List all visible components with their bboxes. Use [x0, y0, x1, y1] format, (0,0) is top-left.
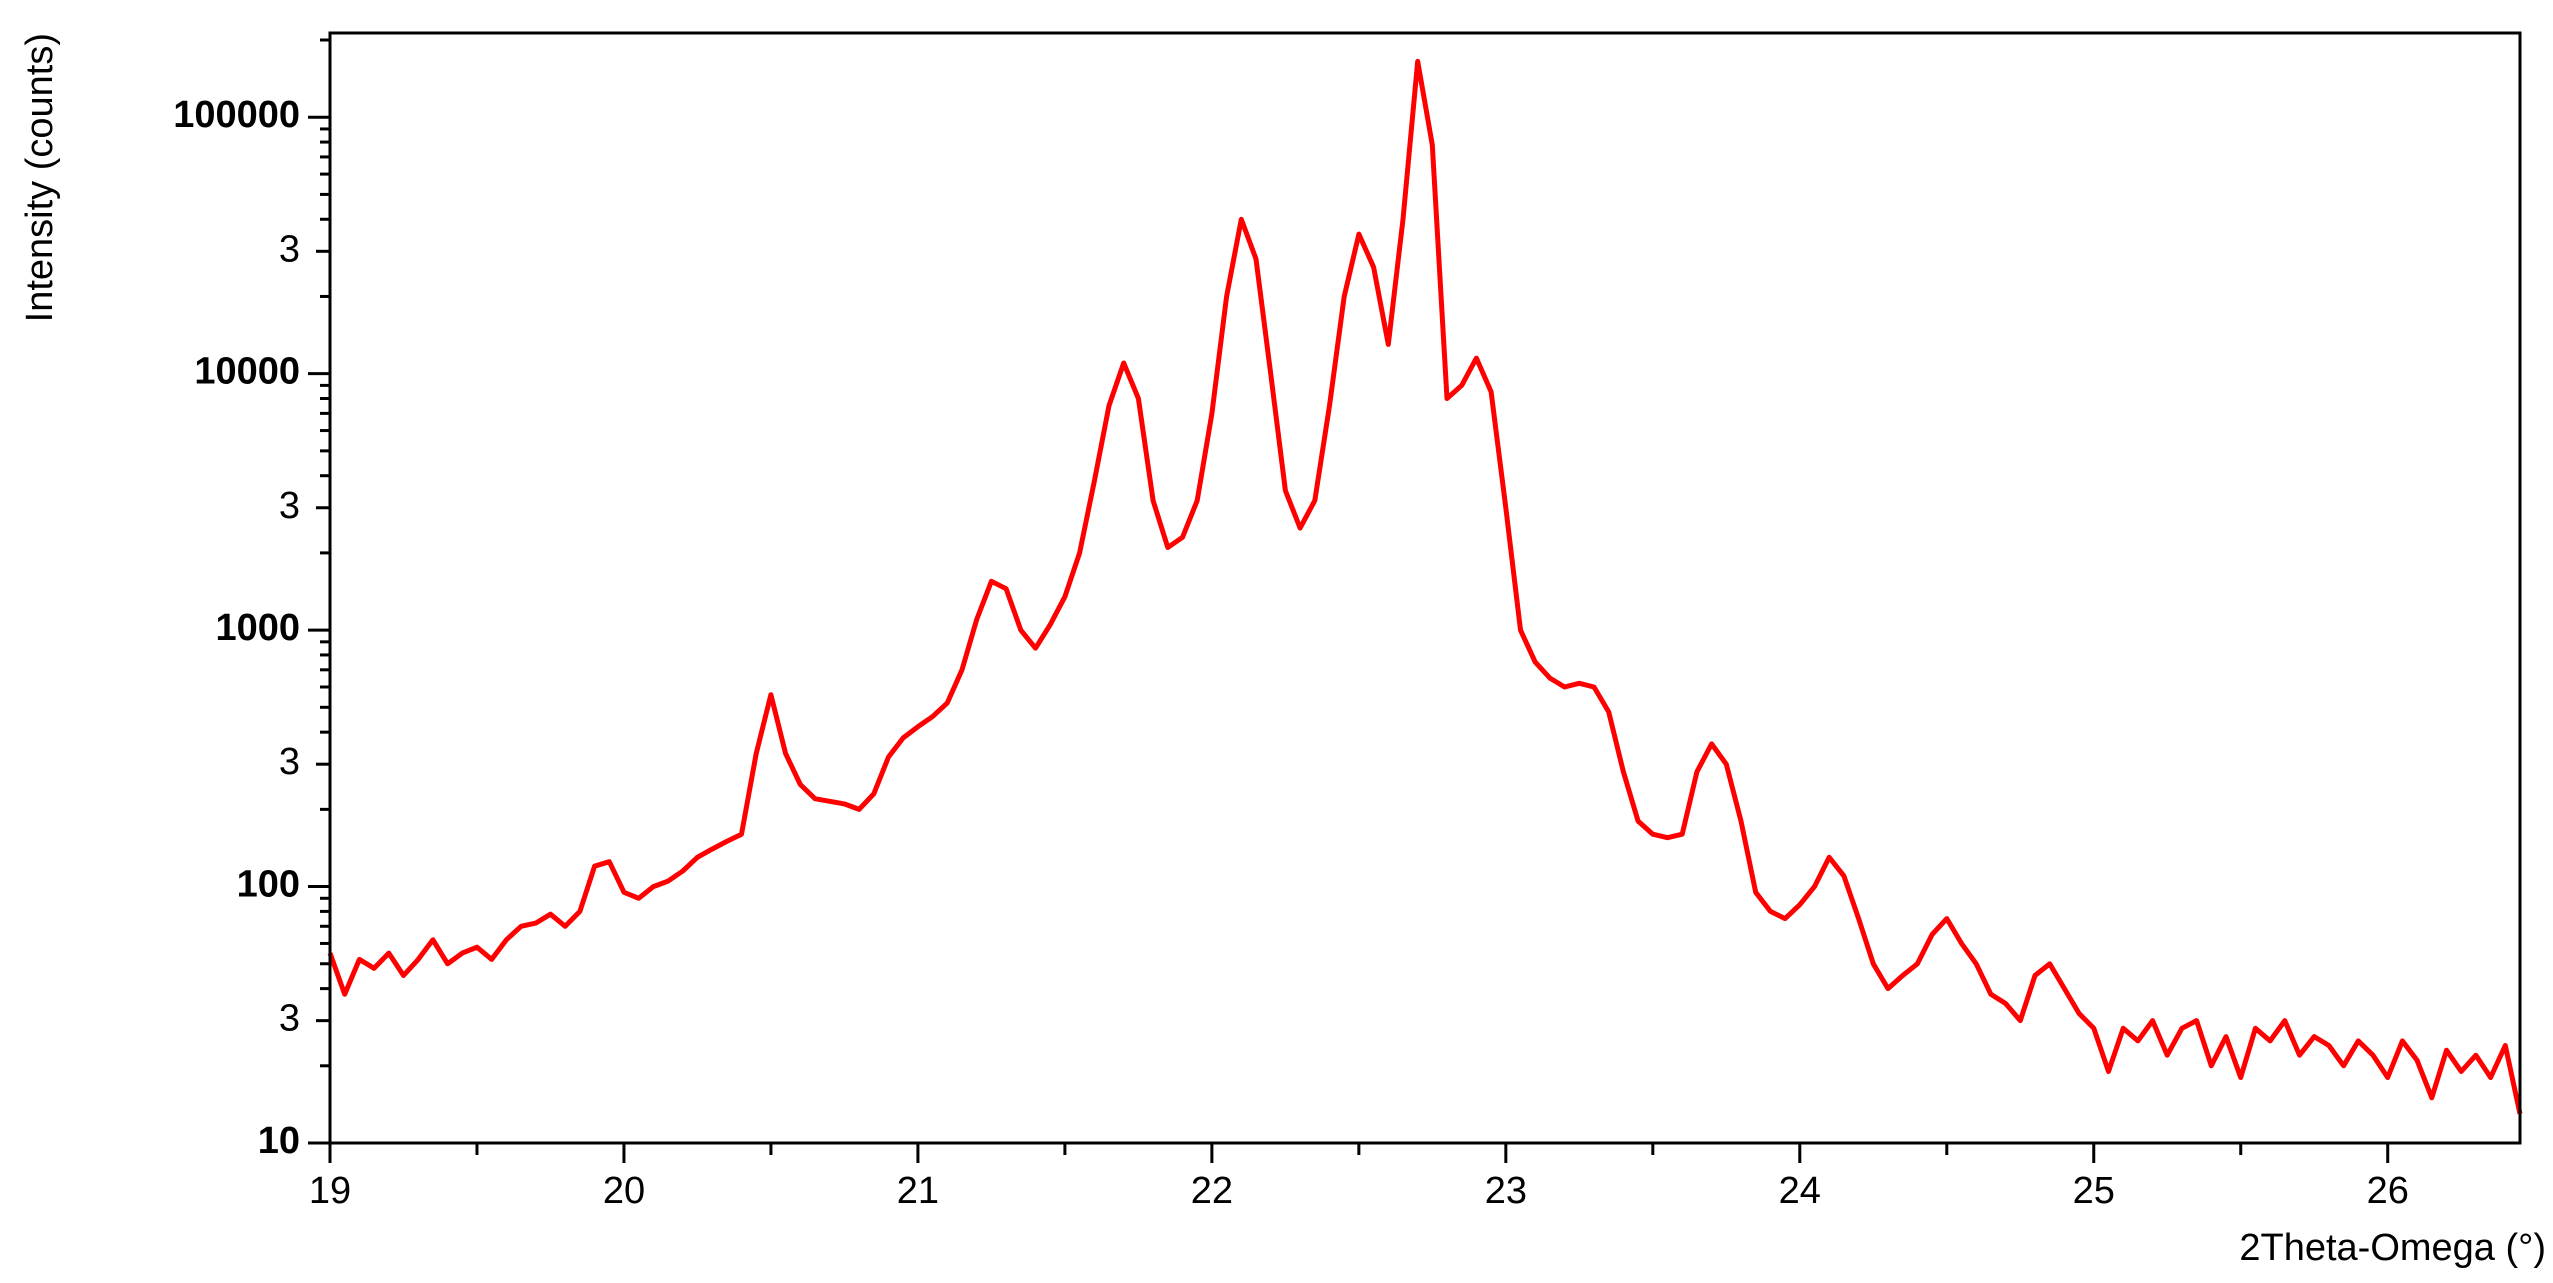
y-tick-label: 3 — [279, 741, 300, 783]
y-tick-label: 3 — [279, 485, 300, 527]
x-tick-label: 24 — [1779, 1170, 1821, 1212]
x-tick-label: 19 — [309, 1170, 351, 1212]
y-tick-label: 10000 — [194, 351, 300, 393]
y-tick-label: 1000 — [215, 607, 300, 649]
y-tick-label: 10 — [258, 1120, 300, 1162]
plot-frame — [328, 31, 2522, 1145]
y-tick-label: 3 — [279, 998, 300, 1040]
x-tick-label: 25 — [2073, 1170, 2115, 1212]
y-axis-title: Intensity (counts) — [19, 33, 61, 322]
x-tick-label: 23 — [1485, 1170, 1527, 1212]
x-axis-title: 2Theta-Omega (°) — [2239, 1227, 2546, 1269]
y-tick-label: 100000 — [173, 94, 300, 136]
y-tick-label: 3 — [279, 228, 300, 270]
x-tick-label: 20 — [603, 1170, 645, 1212]
x-tick-label: 22 — [1191, 1170, 1233, 1212]
x-tick-label: 21 — [897, 1170, 939, 1212]
y-tick-label: 100 — [237, 864, 300, 906]
x-tick-label: 26 — [2367, 1170, 2409, 1212]
data-line — [327, 58, 2523, 1115]
